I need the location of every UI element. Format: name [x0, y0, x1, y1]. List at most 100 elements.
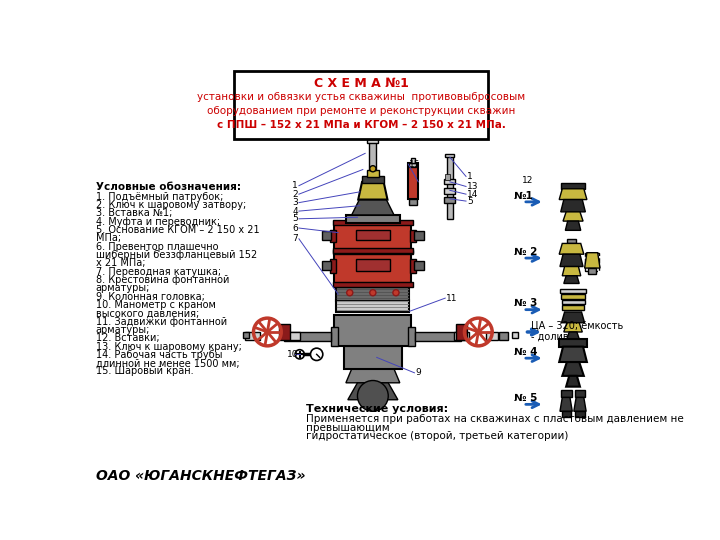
Bar	[333, 220, 413, 225]
Bar	[410, 259, 416, 273]
Bar	[444, 179, 455, 184]
Text: № 3: № 3	[514, 299, 537, 308]
Bar	[588, 268, 596, 274]
Polygon shape	[346, 369, 400, 383]
Bar	[559, 339, 587, 347]
Text: 4. Муфта и переводник;: 4. Муфта и переводник;	[96, 217, 220, 227]
Bar	[486, 332, 498, 340]
Bar	[454, 332, 469, 340]
Bar	[585, 253, 599, 271]
Text: МПа;: МПа;	[96, 233, 121, 244]
Bar	[279, 325, 289, 340]
Bar	[356, 230, 390, 240]
Text: арматуры;: арматуры;	[96, 325, 150, 335]
Circle shape	[370, 289, 376, 296]
Text: № 4: № 4	[514, 347, 537, 357]
Bar	[445, 174, 450, 179]
Text: 11. Задвижки фонтанной: 11. Задвижки фонтанной	[96, 316, 227, 327]
Polygon shape	[566, 376, 580, 387]
Text: 15. Шаровый кран.: 15. Шаровый кран.	[96, 367, 193, 376]
Text: 1. Подъёмный патрубок;: 1. Подъёмный патрубок;	[96, 192, 223, 202]
Text: Условные обозначения:: Условные обозначения:	[96, 182, 240, 192]
Circle shape	[265, 329, 270, 334]
FancyBboxPatch shape	[234, 71, 488, 139]
Polygon shape	[344, 330, 402, 346]
Text: высокого давления;: высокого давления;	[96, 308, 199, 318]
Polygon shape	[348, 383, 398, 400]
Polygon shape	[563, 212, 583, 221]
Text: 10: 10	[287, 350, 298, 359]
Polygon shape	[359, 182, 387, 200]
Text: 3. Вставка №1;: 3. Вставка №1;	[96, 208, 172, 219]
Bar	[444, 197, 455, 204]
Circle shape	[370, 166, 376, 172]
Circle shape	[357, 381, 388, 411]
Text: 6. Превентор плашечно: 6. Превентор плашечно	[96, 242, 218, 252]
Text: 6: 6	[292, 224, 298, 233]
Bar	[334, 222, 411, 249]
Polygon shape	[574, 397, 586, 411]
Text: гидростатическое (второй, третьей категории): гидростатическое (второй, третьей катего…	[306, 431, 568, 441]
Text: установки и обвязки устья скважины  противовыбросовым: установки и обвязки устья скважины проти…	[197, 92, 526, 102]
Text: 5: 5	[292, 214, 298, 224]
Text: Применяется при работах на скважинах с пластовым давлением не: Применяется при работах на скважинах с п…	[306, 414, 683, 424]
Polygon shape	[559, 244, 584, 254]
Bar	[415, 231, 423, 240]
Text: 5: 5	[467, 197, 472, 206]
Text: 1: 1	[467, 172, 472, 181]
Bar	[322, 261, 331, 271]
Text: оборудованием при ремонте и реконструкции скважин: оборудованием при ремонте и реконструкци…	[207, 106, 516, 116]
Text: 7. Переводная катушка;: 7. Переводная катушка;	[96, 267, 221, 276]
Text: 1: 1	[292, 181, 298, 190]
Text: 9: 9	[415, 368, 421, 377]
Text: 15: 15	[409, 160, 420, 168]
Text: 9. Колонная головка;: 9. Колонная головка;	[96, 292, 204, 302]
Circle shape	[476, 329, 481, 334]
Bar	[561, 294, 585, 299]
Text: 10. Манометр с краном: 10. Манометр с краном	[96, 300, 215, 310]
Bar	[330, 230, 336, 242]
Circle shape	[393, 289, 399, 296]
Polygon shape	[559, 189, 587, 200]
Bar	[444, 188, 455, 194]
Text: 2. Ключ к шаровому затвору;: 2. Ключ к шаровому затвору;	[96, 200, 246, 210]
Bar	[562, 411, 571, 417]
Text: № 5: № 5	[514, 393, 537, 403]
Bar	[408, 327, 415, 346]
Bar	[447, 156, 453, 219]
Text: 12: 12	[521, 176, 533, 185]
Bar	[336, 284, 410, 301]
Bar	[330, 327, 338, 346]
Text: ЦА – 320; ёмкость
- долив: ЦА – 320; ёмкость - долив	[531, 320, 623, 342]
Bar	[284, 332, 330, 341]
Text: 13. Ключ к шаровому крану;: 13. Ключ к шаровому крану;	[96, 341, 241, 352]
Polygon shape	[566, 332, 580, 341]
Bar	[369, 142, 377, 170]
Bar	[322, 231, 331, 240]
Bar	[410, 163, 416, 167]
Text: шиберный беззфланцевый 152: шиберный беззфланцевый 152	[96, 250, 257, 260]
Text: С Х Е М А №1: С Х Е М А №1	[314, 77, 409, 90]
Text: 4: 4	[292, 207, 298, 215]
Bar	[346, 215, 400, 222]
Text: 3: 3	[292, 198, 298, 207]
Circle shape	[310, 348, 323, 361]
Bar	[415, 332, 462, 341]
Circle shape	[295, 350, 305, 359]
Bar	[561, 390, 572, 397]
Text: х 21 МПа;: х 21 МПа;	[96, 258, 145, 268]
Polygon shape	[585, 253, 600, 268]
Circle shape	[346, 289, 353, 296]
Bar	[561, 183, 585, 189]
Bar	[456, 325, 467, 340]
Bar	[408, 164, 418, 199]
Text: арматуры;: арматуры;	[96, 284, 150, 293]
Bar	[499, 332, 508, 340]
Bar	[356, 259, 390, 271]
Text: № 2: № 2	[514, 247, 537, 257]
Text: Технические условия:: Технические условия:	[306, 403, 448, 414]
Bar	[333, 248, 413, 253]
Text: 14. Рабочая часть трубы: 14. Рабочая часть трубы	[96, 350, 222, 360]
Text: с ППШ – 152 х 21 МПа и КГОМ – 2 150 х 21 МПа.: с ППШ – 152 х 21 МПа и КГОМ – 2 150 х 21…	[217, 120, 505, 130]
Bar	[575, 390, 585, 397]
